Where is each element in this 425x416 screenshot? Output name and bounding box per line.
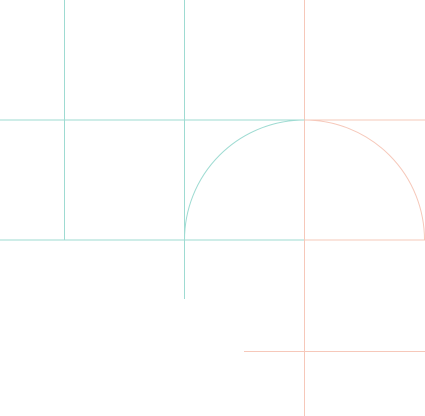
teal-arc-left-half xyxy=(184,119,305,241)
salmon-arc-right-half xyxy=(304,119,425,241)
